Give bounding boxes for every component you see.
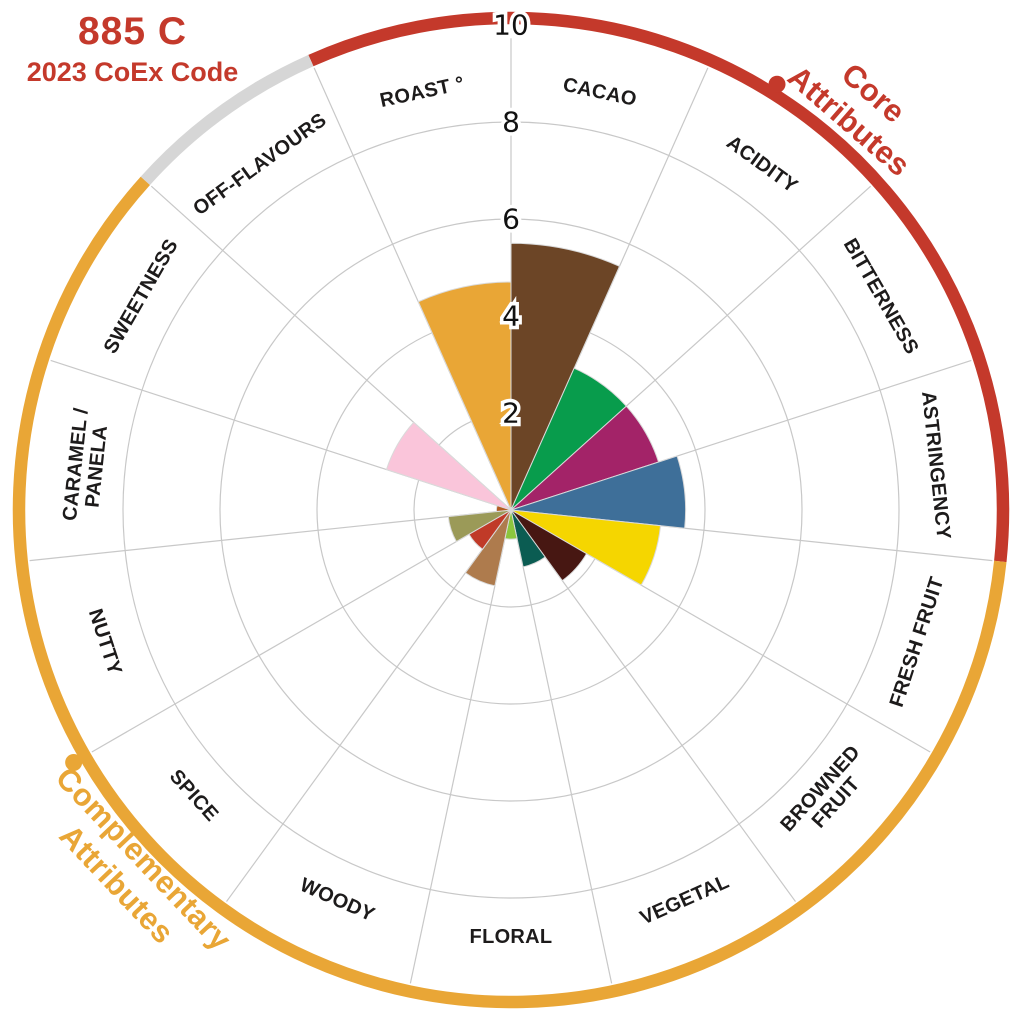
category-label-roast: ROAST ° <box>378 73 466 112</box>
category-label-woody: WOODY <box>297 874 379 926</box>
sample-code-subtitle: 2023 CoEx Code <box>26 56 239 87</box>
wedge-browned-fruit <box>510 509 588 582</box>
wedge-woody <box>464 509 512 587</box>
category-label-caramel-panela: CARAMEL /PANELA <box>59 407 114 524</box>
grid-circle-8 <box>122 121 900 899</box>
category-label-nutty: NUTTY <box>84 606 126 678</box>
grid-spoke <box>226 509 512 902</box>
category-label-browned-fruit: BROWNEDFRUIT <box>776 741 880 850</box>
category-label-spice: SPICE <box>165 765 223 825</box>
category-label-acidity: ACIDITY <box>722 131 802 197</box>
wedge-fresh-fruit <box>510 509 662 586</box>
radial-tick-2: 2 <box>502 397 520 430</box>
grid-spoke <box>29 509 512 562</box>
sample-code-title: 885 C <box>77 10 188 53</box>
radial-tick-8: 8 <box>502 106 520 139</box>
wedge-sweetness <box>385 421 512 511</box>
off-flavours-segment-arc <box>140 54 314 185</box>
complementary-attributes-arc <box>12 176 1007 1009</box>
category-label-sweetness: SWEETNESS <box>100 235 183 357</box>
grid-spoke <box>510 509 613 984</box>
wedge-astringency <box>510 455 687 529</box>
category-label-fresh-fruit: FRESH FRUIT <box>886 574 949 710</box>
core-attributes-dot <box>768 75 786 93</box>
radial-tick-6: 6 <box>502 203 520 236</box>
core-attributes-arc <box>308 11 1010 563</box>
grid-spoke <box>409 509 512 984</box>
grid-circle-6 <box>219 218 803 802</box>
category-label-cacao: CACAO <box>561 74 639 111</box>
category-label-vegetal: VEGETAL <box>637 871 733 930</box>
wedge-vegetal <box>510 509 546 568</box>
wedge-roast <box>417 281 512 511</box>
wedge-cacao <box>510 242 621 511</box>
category-label-floral: FLORAL <box>470 926 553 948</box>
wedge-nutty <box>447 509 512 543</box>
complementary-attributes-dot <box>65 754 83 771</box>
grid-spoke <box>91 509 512 753</box>
sample-title-block: 885 C 2023 CoEx Code <box>15 10 250 88</box>
radial-tick-4: 4 <box>502 300 520 333</box>
category-label-astringency: ASTRINGENCY <box>917 390 954 541</box>
radial-tick-10: 10 <box>493 9 529 42</box>
category-label-bitterness: BITTERNESS <box>839 235 923 358</box>
